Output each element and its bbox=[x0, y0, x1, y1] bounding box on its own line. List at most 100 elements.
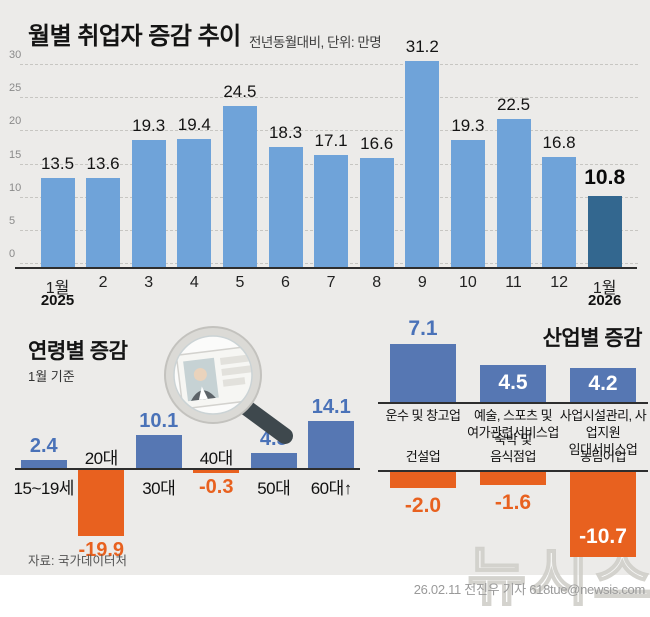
category-label: 숙박 및 음식점업 bbox=[490, 432, 536, 465]
category-label: 건설업 bbox=[405, 449, 441, 465]
bar-value-label: 19.3 bbox=[451, 116, 485, 136]
category-label: 사업시설관리, 사업지원 임대서비스업 bbox=[559, 408, 647, 457]
category-label: 50대 bbox=[257, 479, 291, 498]
y-tick-label: 5 bbox=[9, 214, 16, 227]
bar-value-label: 16.6 bbox=[360, 133, 394, 153]
bar-value-label: 10.1 bbox=[139, 409, 179, 432]
monthly-chart-axis bbox=[15, 267, 637, 269]
bar bbox=[314, 154, 349, 268]
x-tick-label: 7 bbox=[326, 274, 336, 291]
bar bbox=[587, 196, 622, 268]
bar-value-label: 13.6 bbox=[86, 153, 120, 173]
age-chart-plot: 2.4 15~19세 -19.9 20대 10.1 30대 -0.3 40대 4.5 50대 14.… bbox=[14, 396, 360, 563]
category-label: 20대 bbox=[84, 449, 119, 468]
bar-value-label: -2.0 bbox=[404, 493, 442, 517]
x-tick-label: 12 bbox=[550, 274, 568, 291]
bar-value-label: -1.6 bbox=[494, 490, 532, 514]
bar-value-label: 18.3 bbox=[268, 122, 303, 142]
id-card-icon bbox=[175, 344, 252, 410]
x-tick-year-label: 2026 bbox=[588, 292, 622, 309]
gridline bbox=[20, 64, 638, 66]
category-label: 운수 및 창고업 bbox=[385, 408, 461, 423]
x-tick-label: 8 bbox=[372, 274, 382, 291]
byline-credit: 26.02.11 전진우 기자 618tue@newsis.com bbox=[413, 582, 646, 597]
bar bbox=[250, 453, 297, 468]
y-tick-label: 20 bbox=[9, 115, 22, 128]
y-tick-label: 15 bbox=[9, 148, 22, 161]
x-tick-year-label: 2025 bbox=[40, 292, 75, 309]
bar-value-label: 17.1 bbox=[314, 130, 348, 150]
x-tick-label: 10 bbox=[458, 274, 477, 291]
bar-value-label: -0.3 bbox=[199, 476, 234, 498]
bar-value-label: -10.7 bbox=[579, 524, 627, 548]
bar-value-label: 2.4 bbox=[29, 435, 58, 458]
bar bbox=[20, 460, 67, 468]
category-label: 농림어업 bbox=[580, 449, 626, 465]
bar-value-label: 7.1 bbox=[408, 316, 438, 340]
x-tick-label: 6 bbox=[281, 274, 290, 291]
bar bbox=[40, 178, 75, 268]
bar bbox=[542, 156, 577, 268]
bar-value-label: 14.1 bbox=[311, 396, 351, 419]
gridline bbox=[20, 130, 638, 132]
magnifier-handle-icon bbox=[239, 400, 293, 444]
bar-value-label: 31.2 bbox=[405, 37, 439, 57]
y-tick-label: 0 bbox=[9, 248, 16, 260]
y-tick-label: 25 bbox=[9, 82, 22, 95]
bar-value-label: 10.8 bbox=[584, 166, 626, 190]
x-tick-label: 4 bbox=[189, 274, 199, 291]
bar bbox=[86, 177, 121, 268]
page-subtitle: 전년동월대비, 단위: 만명 bbox=[249, 35, 382, 50]
bar bbox=[135, 434, 182, 468]
industry-pos-axis bbox=[378, 402, 648, 404]
monthly-chart-plot: 13.5 1월 2025 13.6 2 19.3 3 19.4 4 24.5 5 18.3 6 17.1 7… bbox=[40, 37, 626, 309]
bar bbox=[496, 118, 531, 268]
y-tick-label: 10 bbox=[9, 181, 22, 194]
bar bbox=[480, 472, 546, 485]
category-label: 예술, 스포츠 및 여가관련서비스업 bbox=[467, 408, 559, 440]
bar bbox=[570, 472, 636, 557]
bar bbox=[390, 343, 456, 402]
industry-negative-plot: -2.0 건설업 -1.6 숙박 및 음식점업 -10.7 농림어업 bbox=[378, 430, 648, 605]
bar-value-label: -19.9 bbox=[78, 538, 125, 561]
bar bbox=[480, 365, 546, 402]
x-tick-label: 1월 bbox=[592, 280, 617, 297]
x-tick-label: 9 bbox=[417, 274, 427, 291]
source-note: 자료: 국가데이터처 bbox=[28, 554, 127, 568]
bar-value-label: 16.8 bbox=[542, 132, 576, 152]
magnifier-illustration bbox=[164, 326, 293, 444]
bar bbox=[131, 140, 166, 268]
category-label: 15~19세 bbox=[13, 479, 75, 498]
gridline bbox=[20, 97, 638, 99]
industry-neg-axis bbox=[378, 470, 648, 472]
bar bbox=[193, 470, 240, 473]
bar bbox=[268, 146, 303, 268]
x-tick-label: 3 bbox=[144, 274, 154, 291]
bar-value-label: 13.5 bbox=[40, 154, 75, 174]
age-chart-title: 연령별 증감 bbox=[28, 340, 128, 363]
category-label: 40대 bbox=[199, 449, 234, 468]
x-tick-label: 2 bbox=[98, 274, 108, 291]
bar-value-label: 19.4 bbox=[177, 115, 211, 135]
bar bbox=[570, 367, 636, 402]
bar-value-label: 22.5 bbox=[496, 94, 531, 114]
industry-positive-plot: 7.1 운수 및 창고업 4.5 예술, 스포츠 및 여가관련서비스업 4.2 사업시설관리… bbox=[378, 317, 648, 457]
bar bbox=[177, 139, 212, 268]
bar-value-label: 19.3 bbox=[132, 116, 166, 136]
page-title: 월별 취업자 증감 추이 bbox=[28, 23, 241, 50]
age-chart-subtitle: 1월 기준 bbox=[28, 369, 75, 384]
age-chart-axis bbox=[15, 468, 360, 470]
bar-value-label: 4.5 bbox=[498, 370, 528, 394]
bar-value-label: 4.2 bbox=[588, 371, 618, 395]
bar bbox=[405, 61, 440, 268]
x-tick-label: 11 bbox=[505, 274, 522, 291]
bar bbox=[450, 140, 485, 268]
bar bbox=[308, 421, 355, 468]
bar bbox=[222, 105, 257, 268]
bottom-white-strip bbox=[0, 575, 650, 617]
industry-chart-title: 산업별 증감 bbox=[542, 327, 643, 350]
bar bbox=[359, 157, 394, 268]
x-tick-label: 5 bbox=[235, 274, 245, 291]
y-tick-label: 30 bbox=[9, 49, 22, 62]
